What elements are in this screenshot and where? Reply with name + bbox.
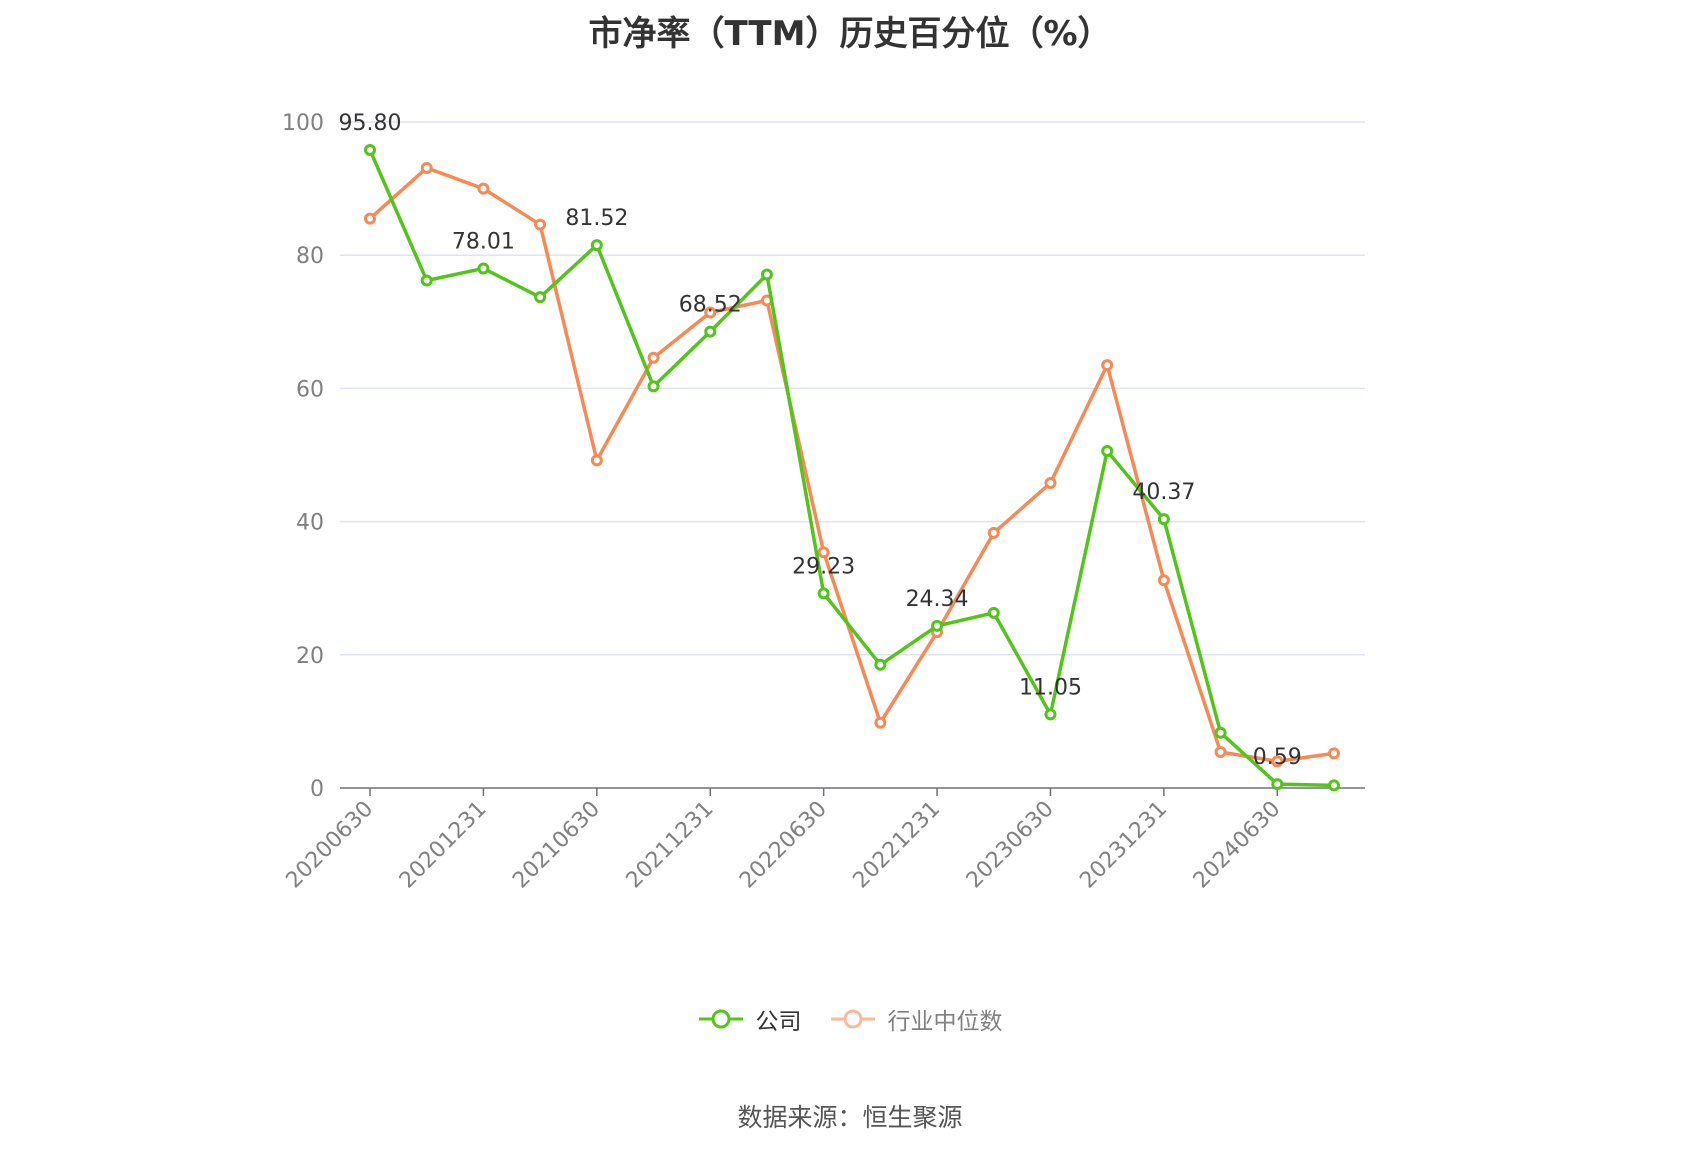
legend-company-marker-icon — [698, 1009, 743, 1029]
data-point-industry-median — [874, 716, 887, 729]
data-point-company — [931, 619, 944, 632]
y-tick-label: 60 — [296, 377, 324, 402]
data-label: 29.23 — [792, 554, 855, 579]
data-point-company — [874, 658, 887, 671]
data-point-company — [647, 380, 660, 393]
y-tick-label: 0 — [310, 777, 324, 802]
legend-item-company[interactable]: 公司 — [698, 1002, 802, 1036]
x-tick-label: 20221231 — [848, 797, 945, 894]
y-tick-label: 100 — [282, 111, 324, 136]
x-tick-label: 20230630 — [962, 797, 1059, 894]
grid-lines — [340, 121, 1365, 656]
data-point-industry-median — [534, 218, 547, 231]
data-point-industry-median — [1271, 755, 1284, 768]
data-point-industry-median — [1214, 746, 1227, 759]
data-source-note: 数据来源：恒生聚源 — [737, 1103, 963, 1132]
data-label: 11.05 — [1019, 675, 1082, 700]
data-point-company — [1214, 726, 1227, 739]
data-point-company — [534, 291, 547, 304]
data-point-company — [1157, 513, 1170, 526]
x-tick-label: 20231231 — [1075, 797, 1172, 894]
series-lines — [364, 143, 1340, 792]
data-label: 68.52 — [679, 293, 742, 318]
data-labels: 95.80 78.01 81.52 68.52 29.23 24.34 11.05 40.37… — [339, 111, 1302, 770]
data-label: 40.37 — [1132, 480, 1195, 505]
series-line-company — [368, 149, 1335, 788]
data-point-industry-median — [817, 546, 830, 559]
legend-industry-marker-icon — [830, 1009, 875, 1029]
legend-label-company: 公司 — [755, 1009, 802, 1035]
data-point-company — [590, 239, 603, 252]
data-point-industry-median — [477, 182, 490, 195]
x-axis-tick-labels: 20200630 20201231 20210630 20211231 20220630… — [281, 797, 1285, 894]
data-point-company — [817, 587, 830, 600]
data-point-company — [1044, 708, 1057, 721]
x-axis — [340, 787, 1365, 796]
legend-item-industry-median[interactable]: 行业中位数 — [830, 1002, 1003, 1036]
y-tick-label: 40 — [296, 511, 324, 536]
data-point-company — [987, 606, 1000, 619]
data-label: 24.34 — [906, 587, 969, 612]
data-point-industry-median — [1328, 747, 1340, 760]
x-tick-label: 20220630 — [735, 797, 832, 894]
data-point-industry-median — [647, 351, 660, 364]
data-point-company — [477, 262, 490, 275]
data-point-company — [760, 268, 773, 281]
y-tick-label: 20 — [296, 644, 324, 669]
legend-label-industry-median: 行业中位数 — [887, 1009, 1003, 1035]
x-tick-label: 20201231 — [395, 797, 492, 894]
y-tick-label: 80 — [296, 244, 324, 269]
y-axis-tick-labels: 0 20 40 60 80 100 — [282, 111, 324, 802]
data-point-industry-median — [364, 212, 376, 225]
series-line-industry-median — [368, 166, 1335, 764]
data-point-industry-median — [704, 306, 717, 319]
data-point-company — [1101, 445, 1114, 458]
data-point-company — [704, 325, 717, 338]
data-point-industry-median — [1157, 574, 1170, 587]
data-point-company — [1271, 778, 1284, 791]
data-label: 95.80 — [339, 111, 402, 136]
legend: 公司 行业中位数 — [0, 1002, 1700, 1036]
data-label: 0.59 — [1253, 745, 1302, 770]
chart-title: 市净率（TTM）历史百分位（%） — [588, 14, 1112, 54]
x-tick-label: 20210630 — [508, 797, 605, 894]
data-label: 78.01 — [452, 229, 515, 254]
x-tick-label: 20200630 — [281, 797, 378, 894]
data-point-company — [420, 274, 433, 287]
data-point-industry-median — [987, 526, 1000, 539]
x-tick-label: 20211231 — [622, 797, 719, 894]
data-point-industry-median — [590, 454, 603, 467]
data-point-industry-median — [420, 161, 433, 174]
data-point-company — [1328, 779, 1340, 792]
data-point-industry-median — [1044, 476, 1057, 489]
x-tick-label: 20240630 — [1189, 797, 1286, 894]
data-point-industry-median — [1101, 359, 1114, 372]
data-point-company — [364, 143, 376, 156]
data-label: 81.52 — [565, 206, 628, 231]
